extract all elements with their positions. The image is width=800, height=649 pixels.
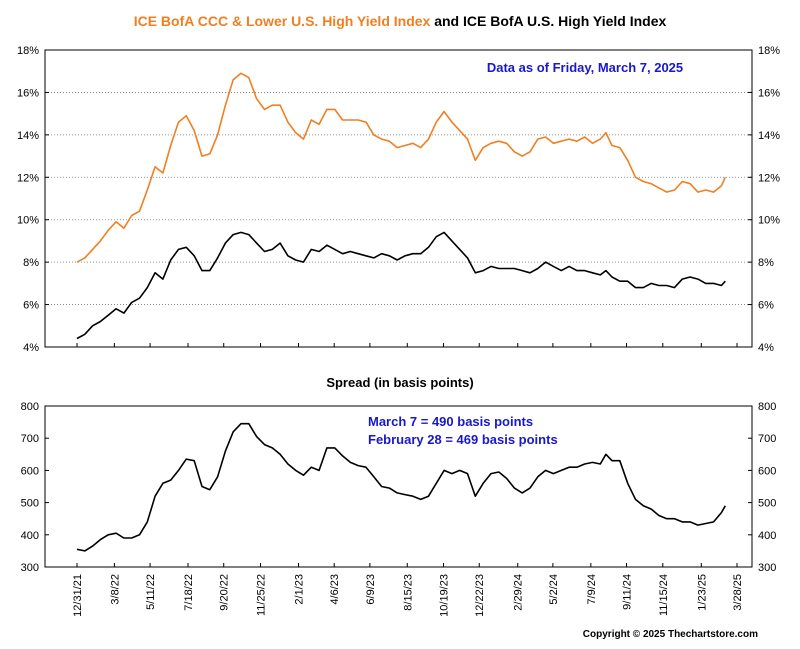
title-ccc-part: ICE BofA CCC & Lower U.S. High Yield Ind… xyxy=(134,13,431,29)
top-plot-area xyxy=(44,49,753,348)
x-tick-label: 6/9/23 xyxy=(365,574,377,605)
bottom-y-tick-label-left: 300 xyxy=(21,562,39,574)
bottom-series xyxy=(76,422,726,552)
top-y-tick-label-left: 6% xyxy=(23,300,39,312)
x-tick-label: 4/6/23 xyxy=(329,574,341,605)
bottom-y-tick-label-left: 600 xyxy=(21,465,39,477)
x-tick-label: 12/22/23 xyxy=(474,574,486,617)
top-y-axis: 4% 4% 6% 6% 8% 8% 10% 10% 12% 12% 14% 14% 16% 16% 18% 1… xyxy=(17,45,780,354)
high-yield-index-line xyxy=(76,231,726,340)
bottom-y-tick-label-right: 800 xyxy=(758,401,776,413)
x-tick-label: 7/18/22 xyxy=(183,574,195,611)
bottom-y-tick-label-right: 300 xyxy=(758,562,776,574)
x-tick-label: 8/15/23 xyxy=(402,574,414,611)
top-y-tick-label-right: 14% xyxy=(758,130,780,142)
spread-annotation-2: February 28 = 469 basis points xyxy=(368,432,558,447)
x-axis: 12/31/21 3/8/22 5/11/22 7/18/22 9/20/22 11/25… xyxy=(72,343,744,617)
title-hy-part: and ICE BofA U.S. High Yield Index xyxy=(430,13,666,29)
bottom-y-axis: 300 300 400 400 500 500 600 600 700 700 800 800 xyxy=(21,401,777,574)
top-series xyxy=(76,72,727,340)
spread-title: Spread (in basis points) xyxy=(326,375,473,390)
top-y-tick-label-left: 12% xyxy=(17,172,39,184)
x-tick-label: 3/28/25 xyxy=(732,574,744,611)
bottom-y-tick-label-left: 500 xyxy=(21,498,39,510)
top-y-tick-label-right: 8% xyxy=(758,257,774,269)
bottom-y-tick-label-right: 400 xyxy=(758,530,776,542)
x-tick-label: 5/11/22 xyxy=(145,574,157,610)
top-y-tick-label-right: 4% xyxy=(758,342,774,354)
chart-title: ICE BofA CCC & Lower U.S. High Yield Ind… xyxy=(134,13,667,29)
top-y-tick-label-right: 6% xyxy=(758,300,774,312)
x-tick-label: 9/11/24 xyxy=(622,574,634,610)
x-tick-label: 12/31/21 xyxy=(72,574,84,617)
x-tick-label: 2/29/24 xyxy=(513,574,525,611)
x-tick-label: 11/25/22 xyxy=(256,574,268,616)
top-y-tick-label-left: 16% xyxy=(17,87,39,99)
top-y-tick-label-right: 18% xyxy=(758,45,780,57)
top-y-tick-label-left: 14% xyxy=(17,130,39,142)
x-tick-label: 3/8/22 xyxy=(109,574,121,605)
top-y-tick-label-right: 16% xyxy=(758,87,780,99)
x-tick-label: 1/23/25 xyxy=(696,574,708,611)
top-y-tick-label-right: 12% xyxy=(758,172,780,184)
spread-annotation-1: March 7 = 490 basis points xyxy=(368,414,533,429)
top-gridlines xyxy=(45,92,752,305)
bottom-y-tick-label-left: 400 xyxy=(21,530,39,542)
bottom-y-tick-label-left: 700 xyxy=(21,433,39,445)
bottom-plot-area xyxy=(44,405,753,568)
x-tick-label: 9/20/22 xyxy=(219,574,231,611)
top-y-tick-label-left: 10% xyxy=(17,215,39,227)
bottom-y-tick-label-right: 700 xyxy=(758,433,776,445)
spread-line xyxy=(76,422,726,552)
x-tick-label: 5/2/24 xyxy=(548,574,560,605)
top-y-tick-label-left: 4% xyxy=(23,342,39,354)
top-y-tick-label-left: 8% xyxy=(23,257,39,269)
x-tick-label: 10/19/23 xyxy=(439,574,451,617)
bottom-y-tick-label-right: 500 xyxy=(758,498,776,510)
bottom-y-tick-label-right: 600 xyxy=(758,465,776,477)
x-tick-label: 2/1/23 xyxy=(293,574,305,605)
x-tick-label: 11/15/24 xyxy=(658,574,670,616)
top-y-tick-label-left: 18% xyxy=(17,45,39,57)
bottom-y-tick-label-left: 800 xyxy=(21,401,39,413)
copyright-note: Copyright © 2025 Thechartstore.com xyxy=(583,629,758,640)
top-y-tick-label-right: 10% xyxy=(758,215,780,227)
ccc-index-line xyxy=(76,72,727,263)
date-annotation: Data as of Friday, March 7, 2025 xyxy=(487,60,683,75)
x-tick-label: 7/9/24 xyxy=(586,574,598,605)
